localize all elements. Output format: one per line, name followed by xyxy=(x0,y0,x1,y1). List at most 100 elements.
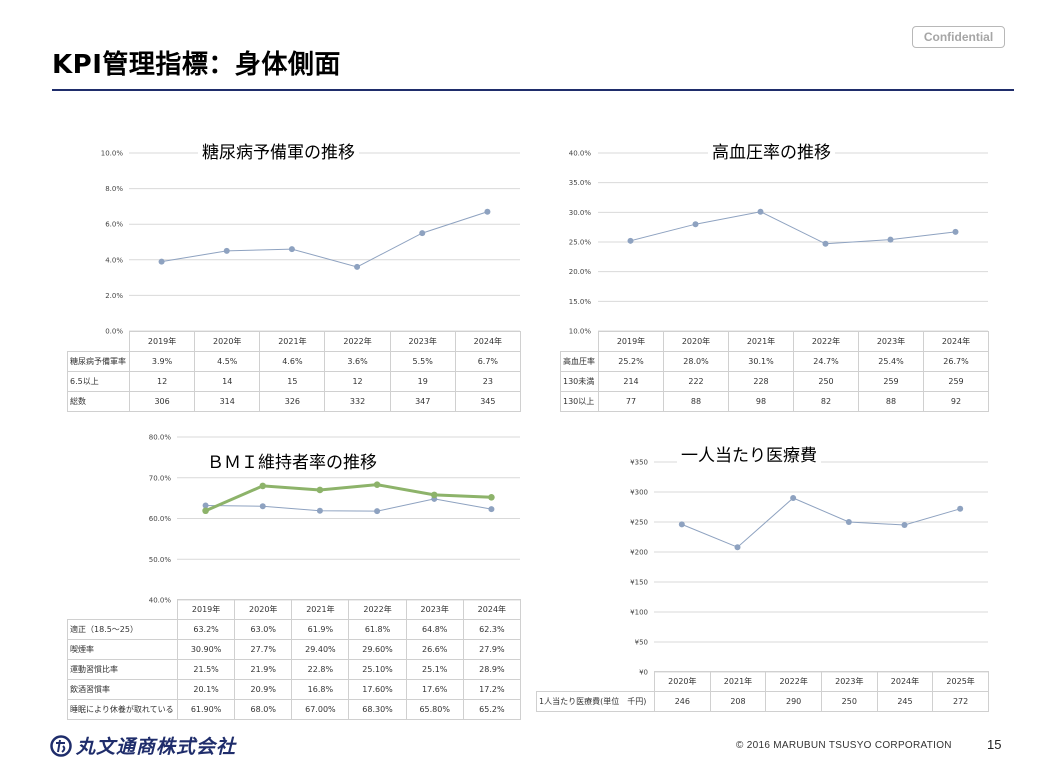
table-cell: 68.30% xyxy=(348,699,407,720)
data-point xyxy=(627,237,634,244)
data-point xyxy=(316,486,324,494)
table-cell: 88 xyxy=(663,391,729,412)
table-cell: 21.9% xyxy=(234,659,293,680)
series-line xyxy=(204,483,492,513)
table-cell: 30.1% xyxy=(728,351,794,372)
data-point xyxy=(373,481,381,488)
data-point xyxy=(259,482,267,490)
x-category-label: 2024年 xyxy=(462,599,521,620)
table-cell: 326 xyxy=(259,391,326,412)
series-line xyxy=(205,498,492,512)
table-header-row: 2020年 2021年 2022年 2023年 2024年 2025年 xyxy=(536,671,989,692)
table-cell: 25.2% xyxy=(598,351,664,372)
table-row: 総数 306 314 326 332 347 345 xyxy=(67,391,521,412)
table-corner xyxy=(560,331,599,352)
confidential-badge: Confidential xyxy=(912,26,1005,48)
table-row: 睡眠により休養が取れている 61.90% 68.0% 67.00% 68.30% 65.8… xyxy=(67,699,521,720)
y-tick-label: 80.0% xyxy=(149,434,172,442)
table-cell: 259 xyxy=(858,371,924,392)
table-cell: 22.8% xyxy=(291,659,350,680)
x-category-label: 2021年 xyxy=(291,599,350,620)
x-category-label: 2021年 xyxy=(728,331,794,352)
table-cell: 16.8% xyxy=(291,679,350,700)
table-cell: 26.6% xyxy=(405,639,464,660)
data-point xyxy=(734,544,741,551)
data-point xyxy=(259,503,266,510)
row-label: 130未満 xyxy=(560,371,599,392)
table-cell: 25.10% xyxy=(348,659,407,680)
table-cell: 259 xyxy=(923,371,989,392)
chart-diabetes-title: 糖尿病予備軍の推移 xyxy=(198,138,359,163)
y-tick-label: 25.0% xyxy=(569,239,592,247)
y-tick-label: 35.0% xyxy=(569,179,592,187)
data-point xyxy=(316,507,323,514)
table-cell: 208 xyxy=(709,691,767,712)
x-category-label: 2023年 xyxy=(858,331,924,352)
table-cell: 27.9% xyxy=(462,639,521,660)
y-tick-label: 70.0% xyxy=(149,474,172,482)
table-cell: 26.7% xyxy=(923,351,989,372)
y-tick-label: ¥150 xyxy=(630,579,648,587)
table-bmi: 2019年 2020年 2021年 2022年 2023年 2024年 適正（18.5～25… xyxy=(67,599,521,720)
y-tick-label: 60.0% xyxy=(149,515,172,523)
table-cell: 250 xyxy=(820,691,878,712)
y-tick-label: 10.0% xyxy=(101,150,124,158)
series-line xyxy=(681,497,961,548)
table-cell: 246 xyxy=(654,691,711,712)
row-label: 喫煙率 xyxy=(67,639,178,660)
chart-medical-cost-title: 一人当たり医療費 xyxy=(677,441,821,466)
data-point xyxy=(430,491,438,499)
table-cell: 245 xyxy=(876,691,934,712)
table-cell: 17.6% xyxy=(405,679,464,700)
table-cell: 25.1% xyxy=(405,659,464,680)
title-rule xyxy=(52,89,1014,91)
page-title: KPI管理指標：身体側面 xyxy=(52,50,341,80)
table-cell: 61.90% xyxy=(176,699,236,720)
data-point xyxy=(374,508,381,515)
table-corner xyxy=(67,331,130,352)
table-cell: 5.5% xyxy=(389,351,456,372)
table-cell: 92 xyxy=(923,391,989,412)
table-cell: 15 xyxy=(259,371,326,392)
table-cell: 20.1% xyxy=(176,679,236,700)
x-category-label: 2024年 xyxy=(454,331,521,352)
table-cell: 306 xyxy=(128,391,196,412)
x-category-label: 2020年 xyxy=(663,331,729,352)
x-category-label: 2019年 xyxy=(128,331,196,352)
x-category-label: 2025年 xyxy=(932,671,989,692)
table-cell: 228 xyxy=(728,371,794,392)
table-cell: 14 xyxy=(194,371,261,392)
table-cell: 12 xyxy=(128,371,196,392)
row-label: 1人当たり医療費(単位 千円) xyxy=(536,691,655,712)
table-cell: 61.8% xyxy=(348,619,407,640)
y-tick-label: ¥350 xyxy=(630,459,648,467)
table-cell: 23 xyxy=(454,371,521,392)
series-line xyxy=(630,211,956,245)
y-tick-label: 8.0% xyxy=(105,185,123,193)
data-point xyxy=(678,521,685,528)
x-category-label: 2019年 xyxy=(598,331,664,352)
table-cell: 27.7% xyxy=(234,639,293,660)
table-cell: 28.0% xyxy=(663,351,729,372)
y-tick-label: ¥100 xyxy=(630,609,648,617)
table-header-row: 2019年 2020年 2021年 2022年 2023年 2024年 xyxy=(67,331,521,352)
data-point xyxy=(223,247,230,254)
table-cell: 67.00% xyxy=(291,699,350,720)
data-point xyxy=(952,228,959,235)
table-cell: 250 xyxy=(793,371,859,392)
table-cell: 88 xyxy=(858,391,924,412)
x-category-label: 2020年 xyxy=(654,671,711,692)
table-cell: 214 xyxy=(598,371,664,392)
table-cell: 4.6% xyxy=(259,351,326,372)
y-tick-label: 15.0% xyxy=(569,298,592,306)
page-number: 15 xyxy=(987,737,1002,752)
table-diabetes: 2019年 2020年 2021年 2022年 2023年 2024年 糖尿病予備軍率 3.9… xyxy=(67,331,521,412)
x-category-label: 2022年 xyxy=(324,331,391,352)
table-cell: 25.4% xyxy=(858,351,924,372)
data-point xyxy=(288,246,295,253)
y-tick-label: ¥250 xyxy=(630,519,648,527)
company-logo-icon xyxy=(50,734,72,757)
data-point xyxy=(354,263,361,270)
y-tick-label: 50.0% xyxy=(149,556,172,564)
